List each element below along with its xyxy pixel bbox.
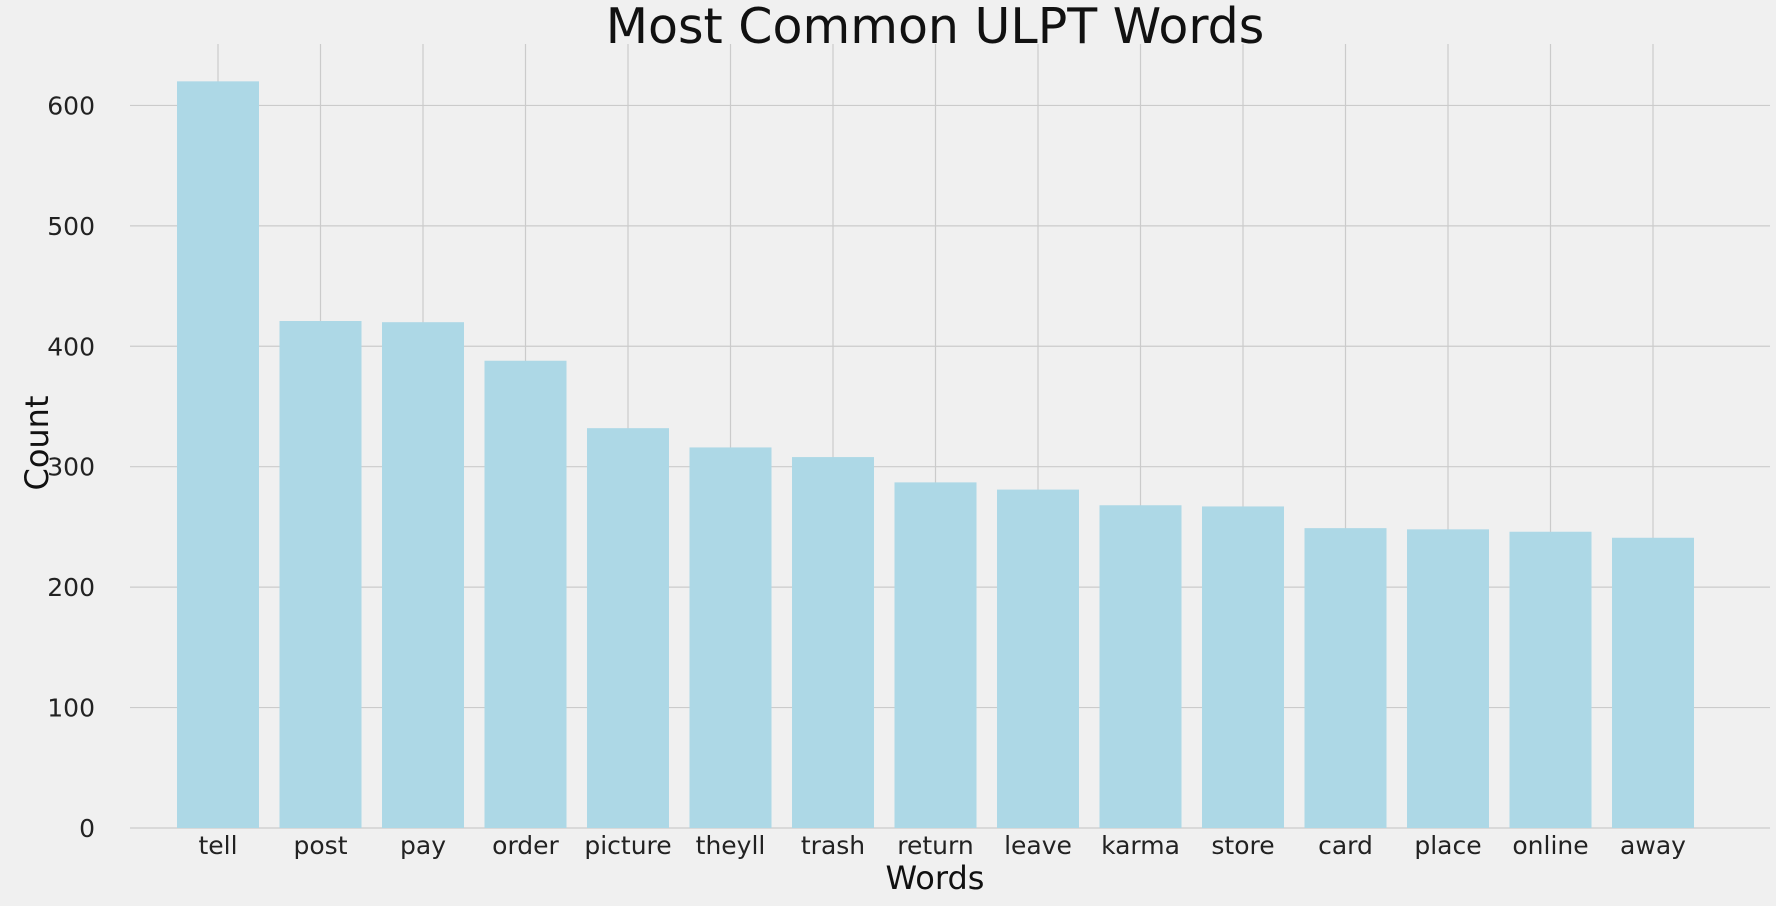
bars <box>177 81 1694 829</box>
y-tick-label: 400 <box>47 332 95 361</box>
bar-theyll <box>689 447 772 828</box>
chart-title: Most Common ULPT Words <box>606 0 1265 55</box>
y-axis-label: Count <box>18 395 56 490</box>
x-tick-label: order <box>492 831 559 860</box>
bar-place <box>1407 529 1489 828</box>
bar-online <box>1509 531 1592 828</box>
bar-leave <box>997 489 1079 828</box>
y-tick-label: 100 <box>47 694 95 723</box>
y-tick-label: 300 <box>47 453 95 482</box>
x-tick-label: theyll <box>696 831 766 860</box>
x-tick-labels: tell post pay order picture theyll trash return… <box>198 831 1686 860</box>
x-tick-label: karma <box>1101 831 1180 860</box>
y-tick-label: 500 <box>47 212 95 241</box>
x-tick-label: post <box>294 831 348 860</box>
y-tick-label: 600 <box>47 91 95 120</box>
x-tick-label: tell <box>198 831 237 860</box>
bar-post <box>279 320 362 828</box>
y-tick-label: 0 <box>79 814 95 843</box>
x-axis-label: Words <box>886 859 985 897</box>
bar-picture <box>587 428 669 828</box>
x-tick-label: away <box>1620 831 1686 860</box>
x-tick-label: pay <box>400 831 446 860</box>
bar-store <box>1202 506 1284 828</box>
bar-trash <box>792 457 874 828</box>
y-tick-labels: 0 100 200 300 400 500 600 <box>47 91 95 843</box>
x-tick-label: picture <box>584 831 671 860</box>
x-tick-label: leave <box>1004 831 1072 860</box>
bar-card <box>1304 528 1387 828</box>
bar-karma <box>1099 505 1182 828</box>
x-tick-label: online <box>1512 831 1588 860</box>
x-tick-label: return <box>897 831 973 860</box>
x-tick-label: place <box>1414 831 1481 860</box>
bar-away <box>1612 537 1694 828</box>
y-tick-label: 200 <box>47 573 95 602</box>
bar-return <box>894 482 977 828</box>
x-tick-label: trash <box>801 831 865 860</box>
bar-pay <box>382 322 464 828</box>
x-tick-label: store <box>1211 831 1274 860</box>
bar-tell <box>177 81 259 829</box>
bar-order <box>484 360 567 828</box>
x-tick-label: card <box>1318 831 1373 860</box>
